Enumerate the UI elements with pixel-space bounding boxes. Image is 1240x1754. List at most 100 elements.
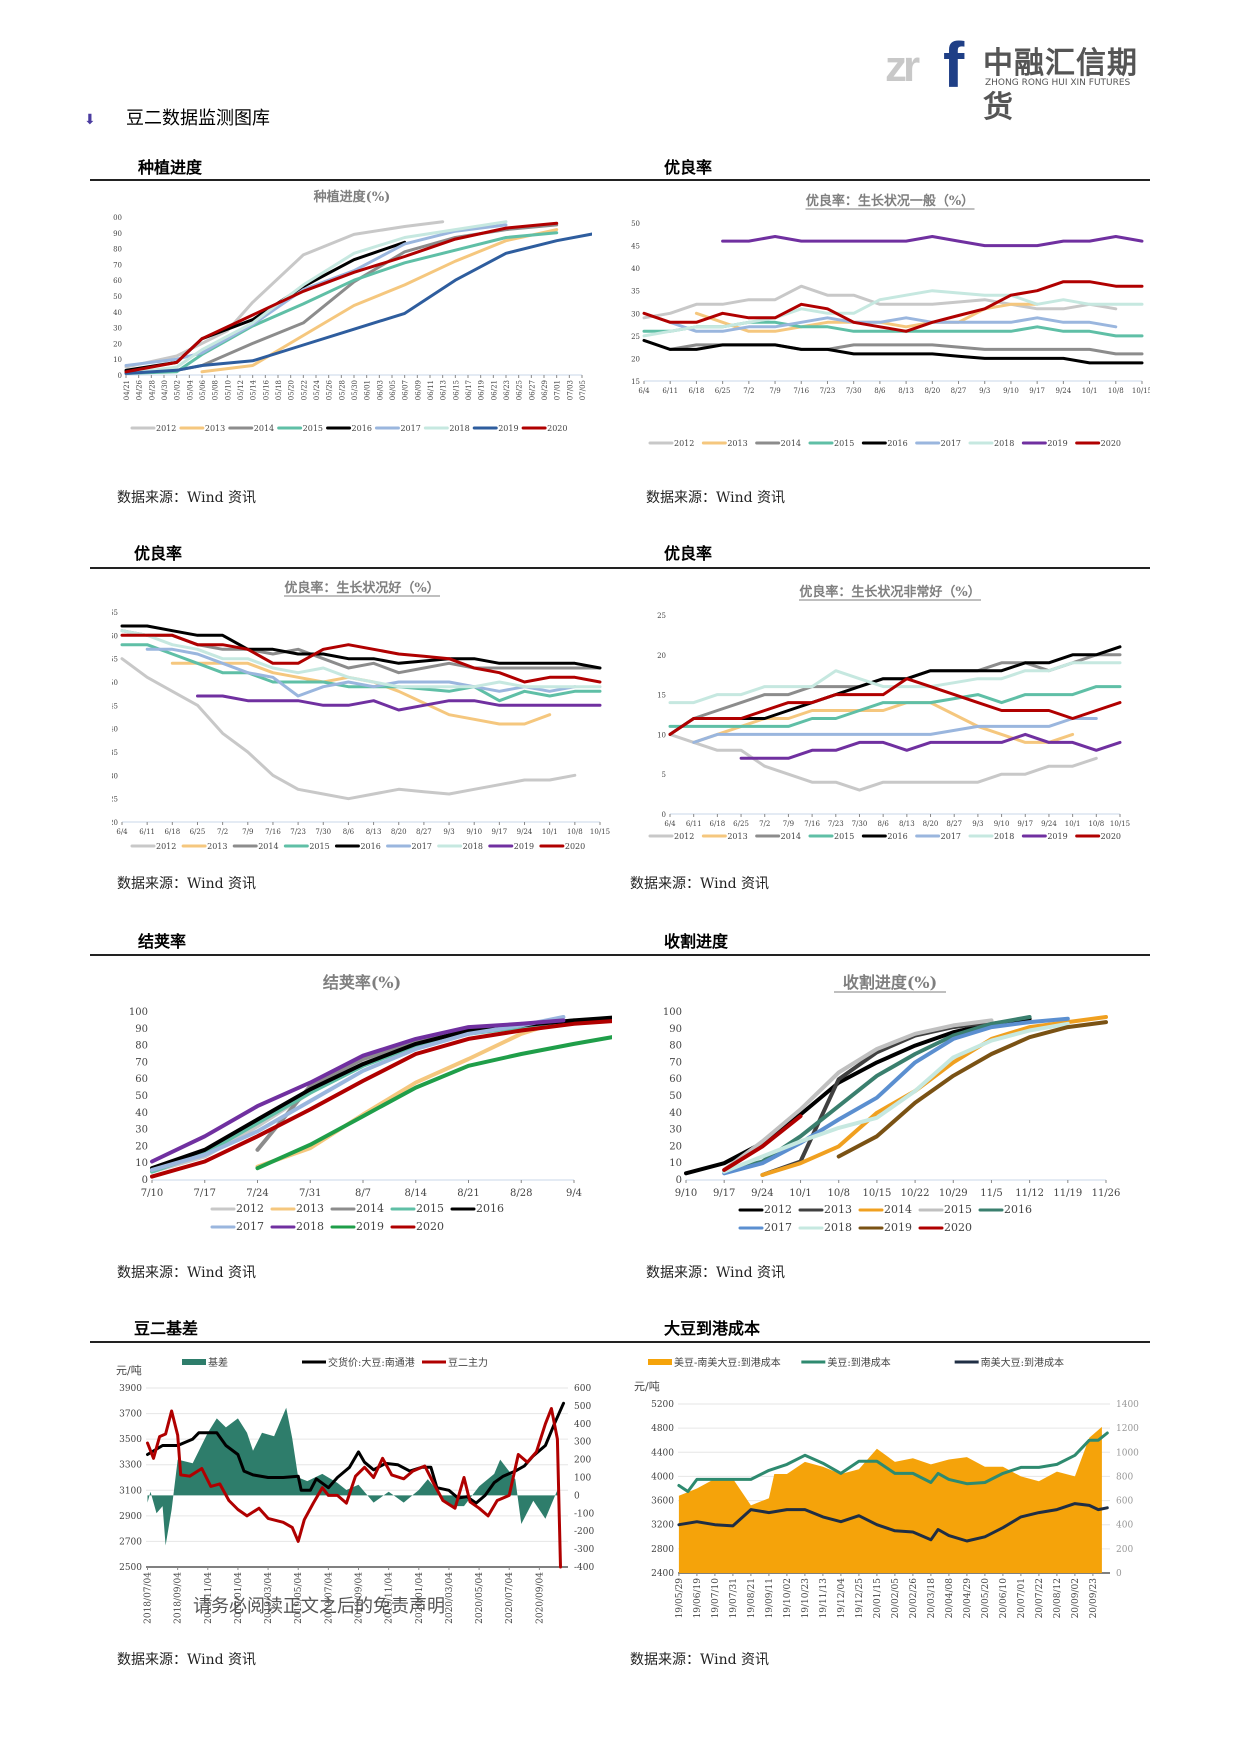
y-tick-label: 50 <box>631 220 640 228</box>
x-tick-label: 2018/09/04 <box>174 1572 184 1624</box>
data-source: 数据来源：Wind 资讯 <box>630 1652 770 1668</box>
y2-tick-label: 200 <box>1116 1545 1133 1555</box>
y2-tick-label: 600 <box>574 1384 591 1394</box>
y2-tick-label: 400 <box>1116 1521 1133 1531</box>
divider <box>90 179 620 181</box>
series-line-2019 <box>196 694 602 712</box>
y-tick-label: 20 <box>112 819 118 827</box>
legend-label: 2014 <box>254 424 274 433</box>
x-tick-label: 8/27 <box>416 828 432 836</box>
x-tick-label: 2020/03/04 <box>445 1572 455 1624</box>
chart-title: 优良率：生长状况一般（%） <box>806 193 974 209</box>
y-tick-label: 90 <box>113 230 122 238</box>
series-line-2016 <box>120 624 602 670</box>
series-line-2017 <box>150 1015 566 1172</box>
series-line-2012 <box>124 220 445 369</box>
legend-label: 2013 <box>296 1202 324 1215</box>
x-tick-label: 7/2 <box>217 828 228 836</box>
x-tick-label: 8/13 <box>898 387 914 395</box>
y-tick-label: 100 <box>663 1007 682 1018</box>
x-tick-label: 7/10 <box>141 1188 163 1199</box>
x-tick-label: 2018/07/04 <box>144 1572 154 1624</box>
x-tick-label: 10/29 <box>939 1188 968 1199</box>
y-tick-label: 3500 <box>119 1435 142 1445</box>
logo-mark-f: f <box>943 29 965 101</box>
x-tick-label: 8/28 <box>510 1188 532 1199</box>
x-tick-label: 7/23 <box>290 828 306 836</box>
y-tick-label: 100 <box>112 214 122 222</box>
x-tick-label: 7/23 <box>828 820 844 828</box>
series-line-2013 <box>255 1018 566 1169</box>
x-tick-label: 06/11 <box>427 380 435 400</box>
legend-label: 2014 <box>781 832 801 841</box>
legend-label: 2016 <box>1004 1203 1032 1216</box>
x-tick-label: 8/27 <box>946 820 962 828</box>
chart-harvest: 收割进度(%) 0 10 20 30 40 50 60 70 80 90 100 9/10 9/17 9/2… <box>630 960 1150 1250</box>
y-tick-label: 80 <box>113 246 122 254</box>
legend-label: 2016 <box>352 424 372 433</box>
x-tick-label: 9/10 <box>994 820 1010 828</box>
legend-label: 2018 <box>463 842 483 851</box>
x-tick-label: 06/17 <box>465 380 473 400</box>
legend-swatch <box>648 1359 672 1365</box>
y-tick-label: 30 <box>112 772 118 780</box>
x-tick-label: 6/4 <box>664 820 676 828</box>
series-line-2015 <box>124 231 559 375</box>
legend-label: 2014 <box>258 842 278 851</box>
x-tick-label: 10/8 <box>567 828 583 836</box>
section-harvest: 收割进度 <box>622 928 1142 952</box>
x-tick-label: 2019/05/04 <box>294 1572 304 1624</box>
x-tick-label: 04/26 <box>136 379 144 400</box>
disclaimer-footer: 请务必阅读正文之后的免责声明 <box>193 1596 445 1617</box>
legend-label: 2019 <box>1047 832 1067 841</box>
series-line-2019 <box>739 732 1122 760</box>
x-tick-label: 9/24 <box>1056 387 1072 395</box>
legend-label: 2015 <box>834 832 854 841</box>
x-tick-label: 19/08/21 <box>747 1578 757 1618</box>
x-tick-label: 20/01/15 <box>873 1578 883 1619</box>
legend-label: 2012 <box>764 1203 792 1216</box>
x-tick-label: 06/19 <box>478 380 486 400</box>
series-line-2017 <box>692 717 1098 744</box>
legend-label: 2018 <box>296 1220 324 1233</box>
y-tick-label: 3700 <box>119 1410 142 1420</box>
x-tick-label: 7/30 <box>846 387 862 395</box>
chart-title: 优良率：生长状况好（%） <box>284 580 439 596</box>
x-tick-label: 04/21 <box>123 380 131 400</box>
chart-rating-excellent: 优良率：生长状况非常好（%） 0 5 10 15 20 25 6/4 6/11 6/18 6/25 7… <box>630 578 1150 858</box>
x-tick-label: 8/20 <box>924 387 940 395</box>
legend-label: 2013 <box>727 832 747 841</box>
y-tick-label: 25 <box>657 612 666 620</box>
legend-label: 2016 <box>887 832 907 841</box>
x-tick-label: 7/2 <box>759 820 770 828</box>
x-tick-label: 20/09/23 <box>1089 1578 1099 1619</box>
x-tick-label: 6/11 <box>139 828 155 836</box>
y-tick-label: 80 <box>669 1041 682 1052</box>
x-tick-label: 05/12 <box>237 380 245 400</box>
series-line-2016 <box>722 1015 1032 1174</box>
legend-label: 2019 <box>884 1221 912 1234</box>
legend-label: 2020 <box>416 1220 444 1233</box>
y-tick-label: 35 <box>112 749 118 757</box>
x-tick-label: 06/25 <box>516 380 524 400</box>
legend-label: 2018 <box>994 439 1014 448</box>
y2-tick-label: 600 <box>1116 1497 1133 1507</box>
x-tick-label: 7/2 <box>743 387 754 395</box>
logo-en-name: ZHONG RONG HUI XIN FUTURES <box>985 78 1131 88</box>
y-tick-label: 45 <box>112 702 118 710</box>
x-tick-label: 2020/07/04 <box>505 1572 515 1624</box>
legend-label: 2013 <box>205 424 225 433</box>
x-tick-label: 7/16 <box>793 387 809 395</box>
series-line-2020 <box>668 677 1122 736</box>
x-tick-label: 07/05 <box>579 380 587 400</box>
y-tick-label: 20 <box>669 1141 682 1152</box>
legend-label: 2016 <box>476 1202 504 1215</box>
series-line-2015 <box>668 685 1122 728</box>
y2-tick-label: 1200 <box>1116 1424 1139 1434</box>
legend-label: 2019 <box>514 842 534 851</box>
x-tick-label: 2018/11/04 <box>204 1572 214 1624</box>
divider <box>620 1341 1150 1343</box>
legend-label: 2015 <box>303 424 323 433</box>
x-tick-label: 05/24 <box>313 379 321 400</box>
section-rating-good: 优良率 <box>92 540 612 564</box>
